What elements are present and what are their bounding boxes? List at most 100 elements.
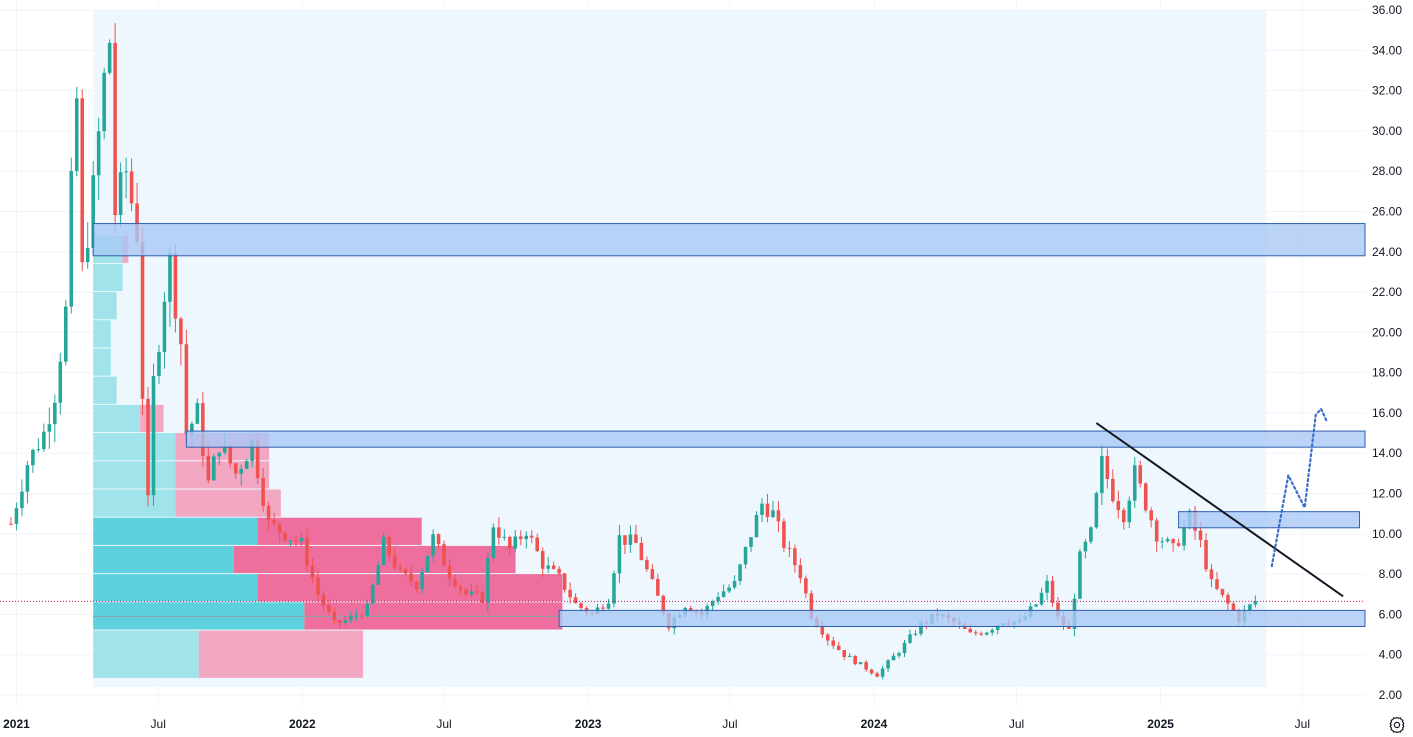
candle-down (842, 650, 846, 657)
candle-down (836, 645, 841, 651)
candle-down (825, 634, 830, 641)
candle-up (1089, 527, 1093, 542)
time-tick-label: 2022 (289, 717, 316, 731)
volume-profile-up-bar (93, 320, 111, 348)
candle-up (749, 537, 753, 547)
candle-down (1220, 588, 1225, 595)
volume-profile-up-bar (93, 574, 258, 602)
candle-up (919, 621, 923, 634)
candle-down (1067, 625, 1071, 629)
candle-down (562, 573, 567, 590)
candle-down (442, 544, 446, 566)
volume-profile-up-bar (93, 404, 141, 433)
candle-up (1127, 500, 1132, 523)
support-resistance-zones[interactable] (92, 223, 1366, 627)
candle-up (469, 591, 474, 595)
candle-down (551, 565, 556, 569)
candle-down (1105, 456, 1110, 479)
volume-profile-up-bar (93, 545, 234, 574)
candle-down (798, 565, 803, 579)
candle-down (804, 578, 808, 594)
volume-profile-down-bar (233, 545, 516, 574)
candle-up (190, 423, 194, 435)
trendline (1095, 422, 1344, 598)
candle-down (688, 607, 693, 612)
candle-up (524, 535, 529, 540)
candle-up (486, 558, 490, 603)
candle-down (623, 535, 627, 545)
candle-up (425, 555, 430, 572)
candle-down (864, 662, 868, 670)
candle-up (58, 361, 63, 403)
candle-down (1138, 465, 1143, 484)
candle-up (1165, 539, 1170, 542)
price-tick-label: 8.00 (1379, 567, 1403, 581)
candle-down (1204, 540, 1208, 570)
candle-up (370, 584, 375, 604)
time-tick-label: 2024 (861, 717, 888, 731)
time-tick-label: Jul (1295, 717, 1310, 731)
candle-up (42, 431, 46, 450)
candle-up (546, 565, 550, 569)
drawings[interactable] (0, 406, 1365, 602)
candle-down (113, 42, 117, 216)
candle-down (787, 547, 792, 549)
candle-down (129, 171, 134, 204)
candle-down (1171, 539, 1175, 544)
candle-down (277, 523, 282, 533)
candle-down (776, 510, 781, 522)
time-axis[interactable]: 2021 Jul 2022 Jul 2023 Jul 2024 Jul 2025 Jul (3, 717, 1310, 731)
candle-down (1056, 602, 1060, 617)
candle-down (184, 344, 189, 435)
candle-up (721, 591, 726, 597)
candle-up (431, 534, 435, 556)
price-tick-label: 10.00 (1372, 527, 1402, 541)
candle-down (1209, 569, 1214, 580)
volume-profile-down-bar (175, 489, 281, 517)
candle-down (508, 536, 512, 549)
candle-up (902, 642, 907, 654)
candle-down (1143, 483, 1148, 511)
candle-down (327, 605, 331, 612)
candle-down (639, 542, 644, 560)
price-tick-label: 2.00 (1379, 688, 1403, 702)
candle-up (25, 465, 30, 492)
candle-down (809, 593, 814, 619)
candle-down (535, 537, 540, 552)
candle-down (338, 620, 342, 623)
candle-up (96, 131, 101, 176)
candle-up (891, 655, 896, 661)
price-tick-label: 12.00 (1372, 487, 1402, 501)
candle-down (1226, 594, 1230, 604)
candle-down (974, 632, 978, 634)
candle-up (250, 440, 254, 462)
candle-up (858, 662, 863, 665)
volume-profile-up-bar (93, 461, 176, 489)
candle-down (1215, 579, 1219, 589)
candle-up (628, 534, 633, 545)
candle-down (1050, 580, 1055, 603)
candle-up (1094, 493, 1099, 528)
candle-down (820, 626, 825, 635)
price-tick-label: 24.00 (1372, 245, 1402, 259)
candle-up (1078, 551, 1082, 599)
candle-down (1154, 520, 1159, 542)
price-axis[interactable]: 2.00 4.00 6.00 8.00 10.00 12.00 14.00 16.00 18.0… (1372, 3, 1402, 702)
candle-up (102, 72, 106, 132)
candle-down (458, 586, 463, 590)
candle-down (634, 534, 638, 543)
candle-down (853, 655, 857, 665)
candle-up (913, 633, 918, 635)
price-tick-label: 22.00 (1372, 285, 1402, 299)
candle-down (409, 573, 413, 582)
candle-down (601, 607, 605, 609)
candle-up (771, 510, 775, 518)
candle-up (886, 660, 890, 669)
chart-settings-button[interactable] (1388, 716, 1406, 734)
candle-up (908, 634, 912, 643)
candle-up (162, 301, 167, 352)
candle-down (447, 565, 452, 579)
projection-path (1270, 406, 1328, 568)
candle-up (612, 573, 616, 604)
